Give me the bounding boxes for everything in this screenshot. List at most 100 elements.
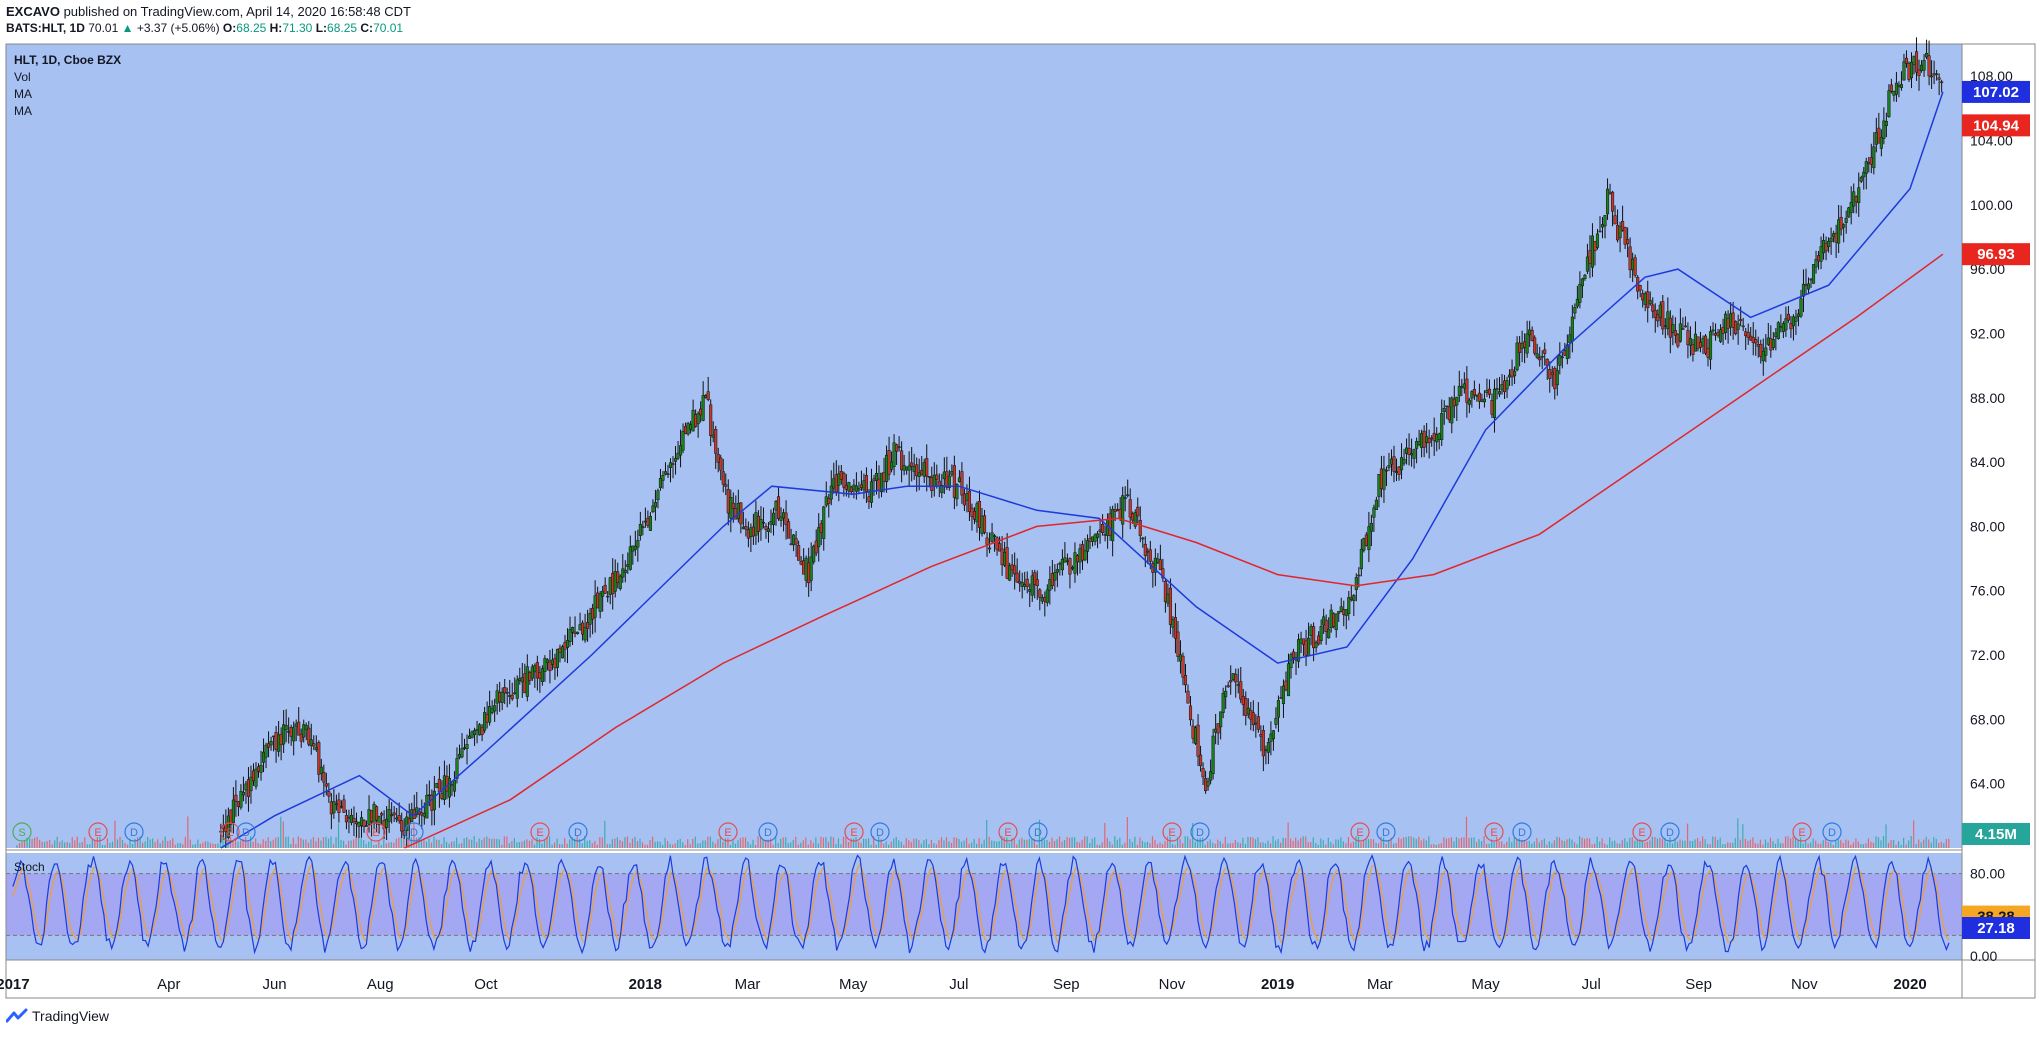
- legend-volume[interactable]: Vol: [14, 70, 31, 84]
- volume-bar: [775, 836, 777, 848]
- candle-body: [1055, 569, 1059, 573]
- candle-body: [1613, 215, 1617, 225]
- volume-bar: [744, 837, 747, 848]
- candle-body: [1761, 351, 1765, 362]
- volume-bar: [1935, 838, 1937, 848]
- volume-bar: [194, 844, 196, 848]
- candle-body: [1673, 330, 1677, 336]
- volume-bar: [1091, 838, 1093, 848]
- volume-bar: [938, 840, 940, 848]
- volume-bar: [1794, 837, 1797, 848]
- candle-body: [1158, 559, 1162, 571]
- volume-bar: [1548, 841, 1550, 848]
- volume-bar: [1448, 838, 1450, 848]
- candle-body: [1766, 337, 1770, 345]
- candle-body: [1714, 333, 1718, 336]
- time-tick-label: Sep: [1685, 976, 1712, 993]
- volume-bar: [282, 821, 284, 848]
- volume-bar: [1671, 843, 1674, 848]
- volume-bar: [1001, 836, 1003, 848]
- candle-body: [1173, 617, 1177, 639]
- volume-bar: [443, 837, 445, 848]
- candle-body: [1573, 307, 1577, 314]
- candle-body: [1590, 235, 1595, 268]
- volume-bar: [204, 841, 207, 848]
- event-marker-label: D: [764, 827, 772, 839]
- volume-bar: [86, 844, 88, 848]
- ma-short-price-label: 107.02: [1973, 84, 2019, 101]
- candle-body: [751, 526, 755, 537]
- event-marker-label: E: [1490, 827, 1497, 839]
- tradingview-brand[interactable]: TradingView: [6, 1008, 109, 1024]
- time-tick-label: 2020: [1893, 976, 1926, 993]
- volume-bar: [481, 840, 483, 848]
- candle-body: [1312, 626, 1316, 649]
- candle-body: [533, 665, 537, 673]
- volume-bar: [1287, 822, 1289, 848]
- volume-bar: [973, 838, 975, 848]
- candle-body: [1837, 219, 1841, 244]
- volume-bar: [584, 836, 586, 848]
- candle-body: [272, 735, 276, 738]
- volume-bar: [1008, 842, 1010, 848]
- volume-bar: [908, 840, 910, 848]
- candle-body: [1806, 283, 1811, 290]
- candle-body: [543, 658, 547, 672]
- stoch-title[interactable]: Stoch: [14, 860, 45, 874]
- author-name[interactable]: EXCAVO: [6, 4, 60, 19]
- candle-body: [1289, 654, 1293, 669]
- candle-body: [462, 747, 467, 749]
- volume-bar: [943, 840, 945, 848]
- candle-body: [339, 805, 343, 808]
- volume-bar: [1714, 836, 1716, 848]
- legend-ma-short[interactable]: MA: [14, 87, 32, 101]
- volume-bar: [832, 837, 835, 848]
- volume-bar: [1624, 838, 1626, 848]
- volume-bar: [531, 839, 533, 848]
- candle-body: [784, 512, 788, 525]
- volume-bar: [1948, 838, 1950, 848]
- volume-bar: [1724, 843, 1726, 848]
- candle-body: [862, 480, 866, 491]
- volume-bar: [1561, 840, 1563, 848]
- legend-ma-long[interactable]: MA: [14, 104, 32, 118]
- volume-bar: [473, 836, 475, 848]
- candle-body: [1121, 495, 1125, 525]
- split-marker-icon: [12, 822, 32, 842]
- volume-bar: [360, 838, 362, 848]
- volume-bar: [1691, 840, 1694, 848]
- volume-bar: [757, 836, 759, 848]
- volume-bar: [1506, 841, 1508, 848]
- volume-bar: [1194, 841, 1196, 848]
- candle-body: [1932, 73, 1936, 76]
- candle-body: [651, 505, 655, 513]
- volume-bar: [345, 844, 347, 848]
- candle-body: [1399, 457, 1404, 471]
- volume-bar: [1777, 838, 1779, 848]
- volume-bar: [641, 842, 644, 848]
- candle-body: [1183, 675, 1188, 686]
- candle-body: [641, 526, 645, 529]
- candle-body: [1226, 685, 1230, 688]
- volume-bar: [164, 836, 166, 848]
- candle-body: [774, 500, 778, 511]
- volume-bar: [1694, 839, 1696, 848]
- candle-body: [400, 820, 404, 832]
- candle-body: [555, 648, 560, 668]
- volume-bar: [295, 843, 297, 848]
- candle-body: [1543, 349, 1547, 354]
- volume-bar: [724, 838, 727, 848]
- volume-bar: [433, 836, 435, 848]
- candle-body: [792, 534, 796, 546]
- volume-bar: [413, 823, 415, 848]
- candle-body: [1319, 626, 1323, 641]
- candle-body: [1427, 438, 1431, 444]
- volume-bar: [797, 844, 799, 848]
- candle-body: [1560, 356, 1564, 359]
- volume-bar: [1501, 841, 1503, 848]
- volume-bar: [1792, 836, 1794, 848]
- candle-body: [1769, 338, 1773, 351]
- dividend-marker-icon: [1660, 822, 1680, 842]
- volume-bar: [242, 839, 244, 848]
